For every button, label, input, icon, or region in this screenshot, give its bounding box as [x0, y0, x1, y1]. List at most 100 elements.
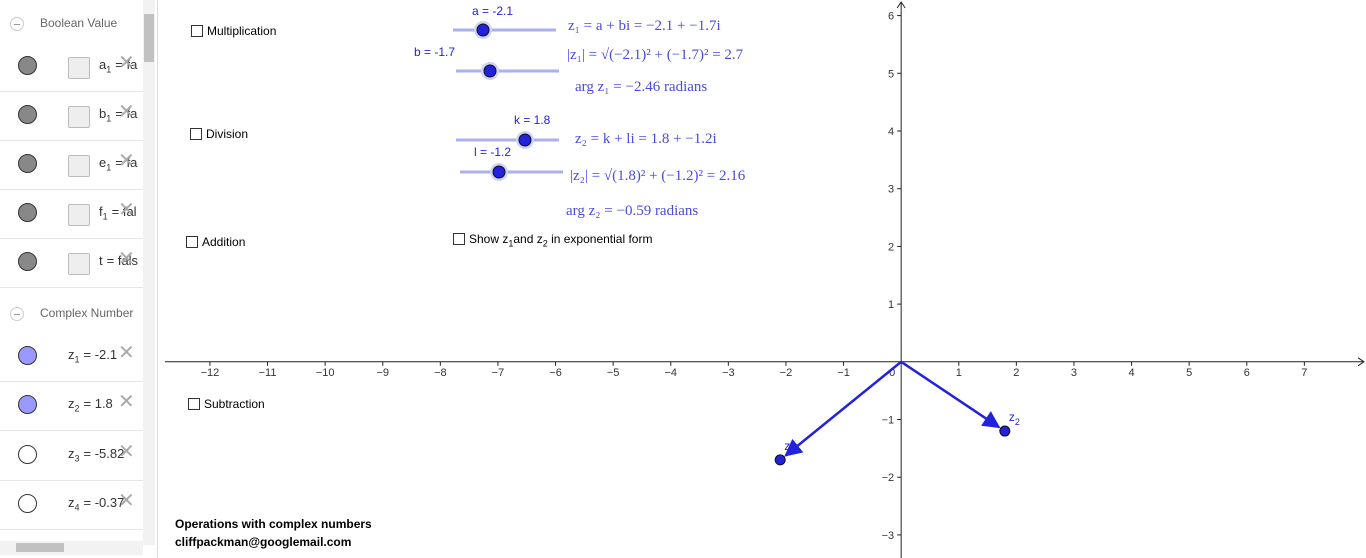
checkbox[interactable]: Multiplication [191, 24, 276, 38]
visibility-toggle[interactable] [18, 56, 37, 75]
collapse-toggle[interactable] [10, 307, 24, 321]
item-subscript: 2 [74, 403, 80, 414]
slider-knob[interactable] [476, 23, 490, 37]
formula-text: |z₁| = √(−2.1)² + (−1.7)² = 2.7 [567, 47, 744, 63]
algebra-row[interactable]: f1 = fal ✕ [0, 189, 143, 239]
axis-arrow [896, 1, 906, 9]
checkbox-box[interactable] [186, 236, 198, 248]
group-header[interactable]: Complex Number [0, 294, 143, 334]
visibility-toggle[interactable] [18, 105, 37, 124]
slider-label: a = -2.1 [472, 4, 514, 18]
checkbox[interactable]: Addition [186, 235, 245, 249]
item-label: z4 = -0.37 [68, 495, 124, 513]
checkbox[interactable]: Subtraction [188, 397, 265, 411]
checkbox-box[interactable] [191, 25, 203, 37]
delete-icon[interactable]: ✕ [118, 199, 135, 221]
x-tick-label: −7 [492, 367, 505, 379]
collapse-toggle[interactable] [10, 17, 24, 31]
algebra-view[interactable]: Boolean Value a1 = fa ✕ b1 = fa ✕ e1 = fa ✕ f1 = fa… [0, 0, 158, 558]
point [999, 425, 1011, 437]
visibility-toggle[interactable] [18, 252, 37, 271]
algebra-row[interactable]: t = fals ✕ [0, 238, 143, 288]
x-tick-label: 2 [1013, 367, 1019, 379]
visibility-toggle[interactable] [18, 154, 37, 173]
x-tick-label: 1 [956, 367, 962, 379]
delete-icon[interactable]: ✕ [118, 52, 135, 74]
algebra-row[interactable]: z2 = 1.8 ✕ [0, 381, 143, 431]
x-tick-label: −10 [316, 367, 335, 379]
delete-icon[interactable]: ✕ [118, 441, 135, 463]
checkbox-box[interactable] [188, 398, 200, 410]
item-subscript: 3 [74, 453, 80, 464]
axis-arrow [1357, 357, 1365, 367]
checkbox[interactable] [68, 253, 90, 275]
item-label: t = fals [99, 253, 138, 268]
x-tick-label: 5 [1186, 367, 1192, 379]
slider-label: k = 1.8 [514, 113, 551, 127]
item-name: z [68, 396, 75, 411]
item-name: z [68, 446, 75, 461]
item-value: = fa [115, 57, 138, 72]
scrollbar[interactable] [143, 0, 155, 545]
item-value: = -5.82 [83, 446, 125, 461]
group-title: Complex Number [40, 306, 134, 320]
delete-icon[interactable]: ✕ [118, 150, 135, 172]
item-label: f1 = fal [99, 204, 137, 222]
formula: arg z₂ = −0.59 radians [566, 203, 698, 220]
delete-icon[interactable]: ✕ [118, 391, 135, 413]
checkbox-label: in exponential form [547, 232, 653, 246]
algebra-row[interactable]: z4 = -0.37 ✕ [0, 480, 143, 530]
algebra-row[interactable]: a1 = fa ✕ [0, 42, 143, 92]
visibility-toggle[interactable] [18, 346, 37, 365]
slider-knob[interactable] [492, 165, 506, 179]
delete-icon[interactable]: ✕ [118, 248, 135, 270]
x-tick-label: −6 [549, 367, 562, 379]
footer: cliffpackman@googlemail.com [175, 535, 351, 549]
item-subscript: 1 [106, 162, 112, 173]
x-tick-label: −4 [664, 367, 677, 379]
delete-icon[interactable]: ✕ [118, 101, 135, 123]
item-label: z3 = -5.82 [68, 446, 124, 464]
visibility-toggle[interactable] [18, 494, 37, 513]
checkbox-label: Subtraction [204, 397, 265, 411]
item-subscript: 1 [74, 354, 80, 365]
checkbox-box[interactable] [453, 233, 465, 245]
item-value: = fa [115, 106, 138, 121]
checkbox[interactable] [68, 106, 90, 128]
scrollbar[interactable] [0, 541, 143, 555]
x-tick-label: −5 [607, 367, 620, 379]
y-tick-label: −3 [882, 530, 895, 542]
slider-knob[interactable] [518, 133, 532, 147]
item-label: z1 = -2.1 [68, 347, 117, 365]
algebra-row[interactable]: e1 = fa ✕ [0, 140, 143, 190]
item-name: z [68, 347, 75, 362]
checkbox[interactable]: Division [190, 127, 248, 141]
checkbox-box[interactable] [190, 128, 202, 140]
footer-title: Operations with complex numbers [175, 517, 372, 531]
item-name: z [68, 495, 75, 510]
formula-text: arg z₁ = −2.46 radians [575, 79, 708, 95]
visibility-toggle[interactable] [18, 395, 37, 414]
point [774, 454, 786, 466]
item-label: z2 = 1.8 [68, 396, 113, 414]
footer-author: cliffpackman@googlemail.com [175, 535, 352, 549]
y-tick-label: −2 [882, 472, 895, 484]
visibility-toggle[interactable] [18, 445, 37, 464]
slider-knob[interactable] [483, 64, 497, 78]
y-tick-label: 2 [888, 241, 894, 253]
checkbox[interactable] [68, 155, 90, 177]
algebra-row[interactable]: z3 = -5.82 ✕ [0, 431, 143, 481]
vector [900, 360, 1001, 429]
item-value: = fa [115, 155, 138, 170]
algebra-row[interactable]: b1 = fa ✕ [0, 91, 143, 141]
checkbox[interactable] [68, 57, 90, 79]
group-header[interactable]: Boolean Value [0, 4, 143, 44]
checkbox[interactable]: Show z1and z2 in exponential form [453, 232, 652, 248]
delete-icon[interactable]: ✕ [118, 490, 135, 512]
visibility-toggle[interactable] [18, 203, 37, 222]
delete-icon[interactable]: ✕ [118, 342, 135, 364]
checkbox[interactable] [68, 204, 90, 226]
algebra-row[interactable]: z1 = -2.1 ✕ [0, 332, 143, 382]
x-tick-label: 0 [889, 367, 895, 379]
